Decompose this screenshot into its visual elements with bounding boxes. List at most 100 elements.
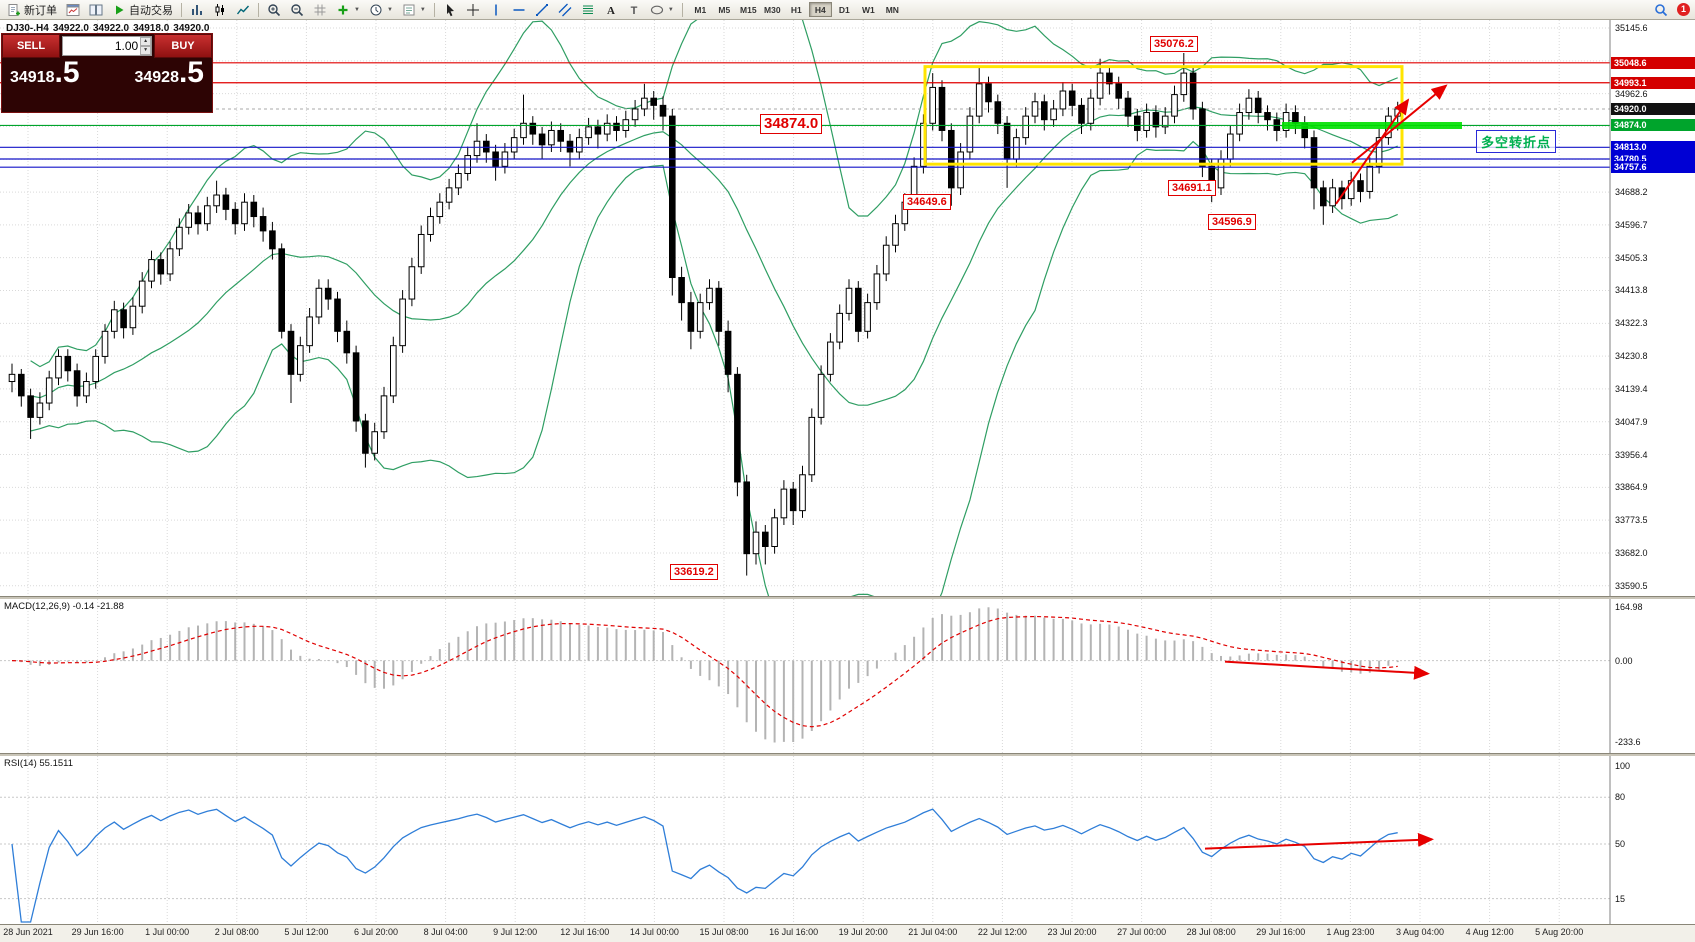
timeframe-h4-button[interactable]: H4 [808, 2, 832, 17]
timeframe-w1-button[interactable]: W1 [857, 2, 880, 17]
time-axis-strip[interactable] [0, 924, 1695, 942]
line-chart-button[interactable] [232, 1, 254, 18]
price-label-swing-low-2[interactable]: 34691.1 [1168, 180, 1216, 196]
turning-point-label[interactable]: 多空转折点 [1476, 130, 1557, 153]
time-axis-label: 28 Jun 2021 [3, 927, 53, 937]
bar-chart-button[interactable] [186, 1, 208, 18]
zoom-in-icon [268, 3, 281, 16]
time-axis-label: 1 Jul 00:00 [145, 927, 190, 937]
search-button[interactable] [1650, 1, 1672, 18]
price-label-major-low[interactable]: 33619.2 [670, 564, 718, 580]
rsi-axis-label: 80 [1615, 792, 1626, 803]
price-axis-label: 33682.0 [1615, 547, 1648, 558]
price-axis-label: 33590.5 [1615, 580, 1648, 591]
sell-price-main: 34918 [10, 69, 55, 86]
volume-field: ▲ ▼ [62, 36, 152, 56]
new-order-button[interactable]: 新订单 [3, 1, 61, 18]
panel-separator-macd[interactable] [0, 596, 1695, 599]
crosshair-button[interactable] [462, 1, 484, 18]
price-label-pivot[interactable]: 34874.0 [760, 114, 823, 134]
timeframe-m5-button[interactable]: M5 [713, 2, 736, 17]
notification-badge[interactable]: 1 [1677, 3, 1690, 16]
sell-price[interactable]: 34918.5 [10, 58, 80, 88]
price-axis-highlight: 35048.6 [1611, 56, 1695, 69]
time-axis-label: 16 Jul 16:00 [769, 927, 819, 937]
price-label-swing-low-3[interactable]: 34596.9 [1208, 214, 1256, 230]
rsi-axis-label: 100 [1615, 761, 1631, 771]
main-panel-group [0, 20, 1610, 596]
buy-price-main: 34928 [134, 69, 179, 86]
toolbar-right-group: 1 [1650, 1, 1692, 18]
volume-up-button[interactable]: ▲ [140, 37, 151, 46]
price-axis-label: 34688.2 [1615, 187, 1648, 198]
fibonacci-icon [582, 5, 593, 14]
time-axis-label: 22 Jul 12:00 [977, 927, 1027, 937]
auto-trading-label: 自动交易 [129, 4, 173, 17]
timeframe-d1-button[interactable]: D1 [833, 2, 856, 17]
toolbar-separator [181, 2, 182, 17]
trendline-button[interactable] [531, 1, 553, 18]
macd-axis-label: 0.00 [1615, 655, 1633, 666]
svg-text:T: T [630, 5, 637, 17]
time-axis-label: 8 Jul 04:00 [423, 927, 468, 937]
price-label-swing-low-1[interactable]: 34649.6 [903, 194, 951, 210]
price-axis-highlight: 34993.1 [1611, 76, 1695, 89]
channel-button[interactable] [554, 1, 576, 18]
volume-input[interactable] [63, 37, 141, 55]
horizontal-line-icon [513, 8, 525, 11]
zoom-out-button[interactable] [286, 1, 308, 18]
text-tool-button[interactable]: A [600, 1, 622, 18]
buy-price[interactable]: 34928.5 [134, 58, 204, 88]
svg-text:A: A [607, 5, 615, 17]
price-label-high[interactable]: 35076.2 [1150, 36, 1198, 52]
volume-down-button[interactable]: ▼ [140, 46, 151, 55]
indicators-button[interactable]: ▼ [332, 1, 364, 18]
tile-windows-button[interactable] [85, 1, 107, 18]
buy-button[interactable]: BUY [154, 34, 212, 58]
auto-trading-icon [116, 5, 124, 14]
grid-icon [314, 4, 326, 15]
horizontal-line-button[interactable] [508, 1, 530, 18]
shapes-button[interactable]: ▼ [646, 1, 678, 18]
time-axis-label: 29 Jul 16:00 [1256, 927, 1306, 937]
price-axis-label: 34596.7 [1615, 219, 1648, 230]
timeframe-h1-button[interactable]: H1 [785, 2, 808, 17]
timeframe-m15-button[interactable]: M15 [737, 2, 760, 17]
price-axis-label: 34505.3 [1615, 252, 1648, 263]
macd-panel-group [0, 599, 1610, 753]
new-order-icon [8, 3, 20, 16]
one-click-trading-panel: SELL ▲ ▼ BUY 34918.5 34928.5 [1, 33, 213, 113]
timeframe-m1-button[interactable]: M1 [689, 2, 712, 17]
sell-button[interactable]: SELL [2, 34, 60, 58]
time-axis-label: 5 Aug 20:00 [1535, 927, 1584, 937]
fibonacci-button[interactable] [577, 1, 599, 18]
templates-dropdown-caret: ▼ [419, 6, 426, 13]
cursor-button[interactable] [439, 1, 461, 18]
toolbar-separator [681, 2, 683, 17]
chart-window-button[interactable] [62, 1, 84, 18]
trendline-icon [535, 3, 548, 16]
candlestick-icon [215, 3, 224, 16]
shapes-dropdown-caret: ▼ [667, 6, 674, 13]
candlestick-chart-button[interactable] [209, 1, 231, 18]
label-tool-button[interactable]: T [623, 1, 645, 18]
macd-axis-label: -233.6 [1615, 737, 1641, 748]
timeframe-m30-button[interactable]: M30 [761, 2, 784, 17]
periods-button[interactable]: ▼ [365, 1, 397, 18]
zoom-in-button[interactable] [263, 1, 285, 18]
auto-trading-button[interactable]: 自动交易 [108, 1, 177, 18]
grid-toggle-button[interactable] [309, 1, 331, 18]
text-a-icon: A [607, 5, 615, 17]
timeframe-mn-button[interactable]: MN [881, 2, 904, 17]
vertical-line-button[interactable] [485, 1, 507, 18]
toolbar-separator [258, 2, 259, 17]
buy-price-fraction: .5 [178, 56, 204, 89]
templates-button[interactable]: ▼ [398, 1, 430, 18]
panel-separator-rsi[interactable] [0, 753, 1695, 756]
indicators-dropdown-caret: ▼ [354, 6, 360, 13]
time-axis-label: 1 Aug 23:00 [1326, 927, 1375, 937]
search-icon [1655, 3, 1668, 16]
